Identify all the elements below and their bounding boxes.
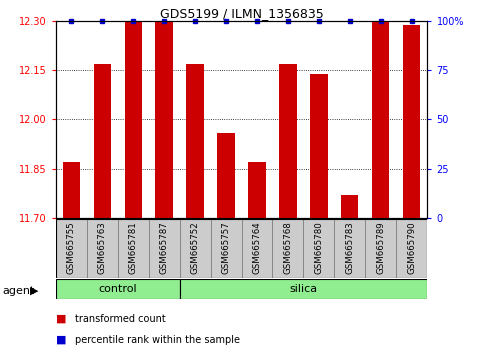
Bar [217,133,235,218]
Bar [334,219,366,278]
Bar [180,279,427,299]
Bar [272,219,303,278]
Text: silica: silica [289,284,317,294]
Text: GSM665790: GSM665790 [408,221,416,274]
Text: GSM665783: GSM665783 [345,221,355,274]
Text: GSM665755: GSM665755 [67,221,75,274]
Bar [86,219,117,278]
Bar [149,219,180,278]
Bar [94,64,111,218]
Text: GSM665763: GSM665763 [98,221,107,274]
Text: GSM665768: GSM665768 [284,221,293,274]
Text: GSM665781: GSM665781 [128,221,138,274]
Text: GSM665752: GSM665752 [190,221,199,274]
Text: ■: ■ [56,335,66,345]
Text: control: control [98,284,137,294]
Bar [372,21,389,218]
Bar [397,219,427,278]
Text: ■: ■ [56,314,66,324]
Text: agent: agent [2,286,35,296]
Bar [125,21,142,218]
Text: GSM665764: GSM665764 [253,221,261,274]
Text: GSM665787: GSM665787 [159,221,169,274]
Text: GSM665757: GSM665757 [222,221,230,274]
Bar [56,219,86,278]
Title: GDS5199 / ILMN_1356835: GDS5199 / ILMN_1356835 [159,7,324,20]
Bar [366,219,397,278]
Text: GSM665780: GSM665780 [314,221,324,274]
Text: percentile rank within the sample: percentile rank within the sample [75,335,240,345]
Bar [180,219,211,278]
Bar [242,219,272,278]
Bar [56,279,180,299]
Bar [156,21,172,218]
Bar [280,64,297,218]
Text: ▶: ▶ [30,286,39,296]
Text: GSM665789: GSM665789 [376,221,385,274]
Bar [341,195,358,218]
Text: transformed count: transformed count [75,314,166,324]
Bar [248,162,266,218]
Bar [211,219,242,278]
Bar [403,24,421,218]
Bar [62,162,80,218]
Bar [117,219,149,278]
Bar [311,74,327,218]
Bar [186,64,203,218]
Bar [303,219,334,278]
